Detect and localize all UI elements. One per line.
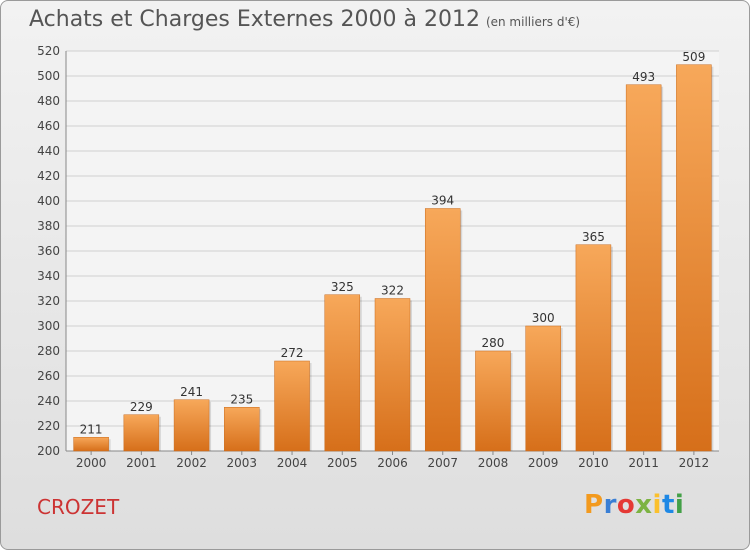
bar bbox=[274, 360, 310, 452]
y-tick-label: 360 bbox=[37, 244, 60, 258]
data-label: 272 bbox=[281, 346, 304, 360]
bar bbox=[625, 84, 662, 452]
x-tick-label: 2006 bbox=[377, 456, 408, 470]
bar bbox=[224, 407, 260, 452]
x-tick-label: 2003 bbox=[227, 456, 258, 470]
data-label: 211 bbox=[80, 422, 103, 436]
data-label: 493 bbox=[632, 70, 655, 84]
bar bbox=[676, 64, 712, 452]
y-tick-label: 260 bbox=[37, 369, 60, 383]
y-tick-label: 500 bbox=[37, 69, 60, 83]
bar bbox=[374, 298, 411, 452]
logo-letter: o bbox=[616, 490, 636, 520]
bar bbox=[525, 325, 561, 452]
data-label: 235 bbox=[230, 392, 253, 406]
city-name: CROZET bbox=[37, 495, 120, 519]
x-tick-label: 2010 bbox=[578, 456, 609, 470]
y-tick-label: 340 bbox=[37, 269, 60, 283]
x-tick-label: 2002 bbox=[176, 456, 207, 470]
y-tick-label: 460 bbox=[37, 119, 60, 133]
bar bbox=[575, 244, 612, 452]
bar bbox=[324, 294, 361, 452]
bar bbox=[73, 437, 109, 452]
x-tick-label: 2011 bbox=[628, 456, 659, 470]
data-label: 280 bbox=[482, 336, 505, 350]
data-label: 241 bbox=[180, 385, 203, 399]
logo-letter: i bbox=[652, 490, 662, 520]
y-tick-label: 320 bbox=[37, 294, 60, 308]
x-tick-label: 2005 bbox=[327, 456, 358, 470]
chart-title: Achats et Charges Externes 2000 à 2012 (e… bbox=[29, 7, 580, 32]
x-tick-label: 2008 bbox=[478, 456, 509, 470]
data-label: 365 bbox=[582, 230, 605, 244]
x-tick-label: 2004 bbox=[277, 456, 308, 470]
y-tick-label: 440 bbox=[37, 144, 60, 158]
y-tick-label: 300 bbox=[37, 319, 60, 333]
y-tick-label: 380 bbox=[37, 219, 60, 233]
y-tick-label: 280 bbox=[37, 344, 60, 358]
bar bbox=[173, 399, 210, 452]
x-tick-label: 2009 bbox=[528, 456, 559, 470]
y-tick-label: 200 bbox=[37, 444, 60, 458]
logo-letter: r bbox=[603, 490, 617, 520]
y-tick-label: 420 bbox=[37, 169, 60, 183]
bar bbox=[475, 350, 511, 452]
y-tick-label: 480 bbox=[37, 94, 60, 108]
proxiti-logo: Proxiti bbox=[584, 490, 684, 520]
logo-letter: t bbox=[661, 490, 675, 520]
y-tick-label: 400 bbox=[37, 194, 60, 208]
logo-letter: x bbox=[635, 490, 653, 520]
bar bbox=[424, 208, 461, 452]
data-label: 394 bbox=[431, 194, 454, 208]
x-tick-label: 2012 bbox=[679, 456, 710, 470]
bar bbox=[123, 414, 160, 452]
x-tick-label: 2007 bbox=[427, 456, 458, 470]
data-label: 325 bbox=[331, 280, 354, 294]
data-label: 300 bbox=[532, 311, 555, 325]
data-label: 509 bbox=[682, 50, 705, 64]
x-tick-label: 2000 bbox=[76, 456, 107, 470]
chart-subtitle: (en milliers d'€) bbox=[485, 15, 581, 29]
x-tick-label: 2001 bbox=[126, 456, 157, 470]
y-tick-label: 220 bbox=[37, 419, 60, 433]
y-tick-label: 520 bbox=[37, 44, 60, 58]
data-label: 229 bbox=[130, 400, 153, 414]
y-tick-label: 240 bbox=[37, 394, 60, 408]
data-label: 322 bbox=[381, 284, 404, 298]
chart-title-text: Achats et Charges Externes 2000 à 2012 bbox=[29, 7, 480, 32]
logo-letter: P bbox=[584, 490, 604, 520]
logo-letter: i bbox=[674, 490, 685, 520]
